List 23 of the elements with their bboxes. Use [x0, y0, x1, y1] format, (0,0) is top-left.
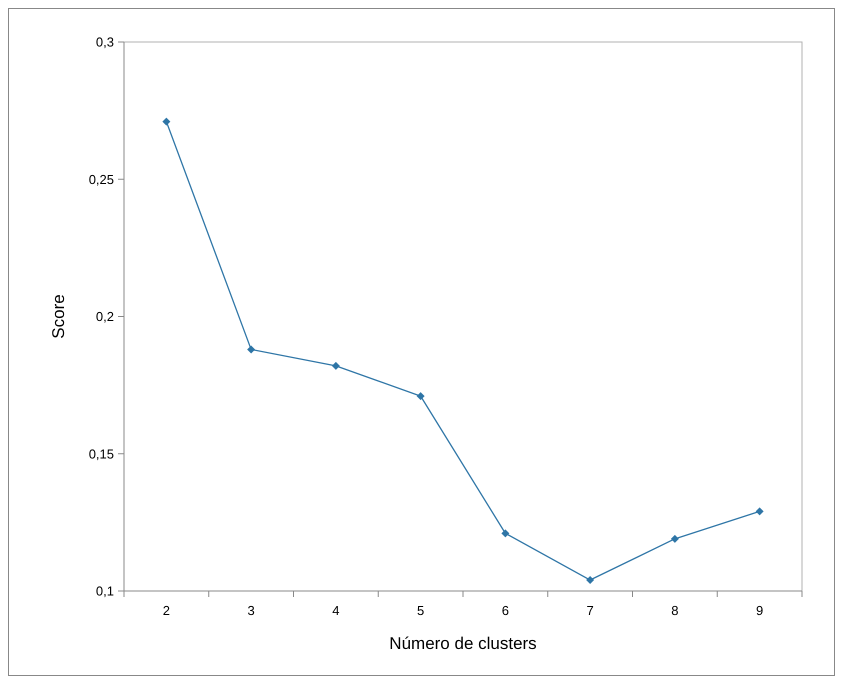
x-tick-label: 8	[671, 603, 678, 618]
x-tick-label: 4	[332, 603, 340, 618]
y-tick-label: 0,3	[96, 34, 114, 50]
x-tick-label: 5	[417, 603, 424, 618]
x-tick-label: 3	[248, 603, 255, 618]
x-tick-label: 2	[162, 603, 170, 618]
x-tick-label: 6	[502, 603, 509, 618]
y-tick-label: 0,15	[88, 446, 114, 462]
y-tick-label: 0,2	[96, 309, 114, 324]
x-tick-label: 9	[756, 603, 764, 618]
x-axis-title: Número de clusters	[389, 634, 537, 653]
point	[670, 534, 679, 543]
y-tick-label: 0,1	[96, 584, 114, 599]
x-tick-label: 7	[586, 603, 594, 618]
point	[586, 576, 594, 584]
point	[756, 507, 764, 516]
point	[332, 362, 340, 370]
point	[501, 529, 510, 538]
y-tick-label: 0,25	[88, 172, 114, 187]
point	[247, 345, 256, 354]
point	[162, 118, 170, 126]
point	[416, 392, 425, 400]
y-axis-title: Score	[49, 294, 68, 339]
